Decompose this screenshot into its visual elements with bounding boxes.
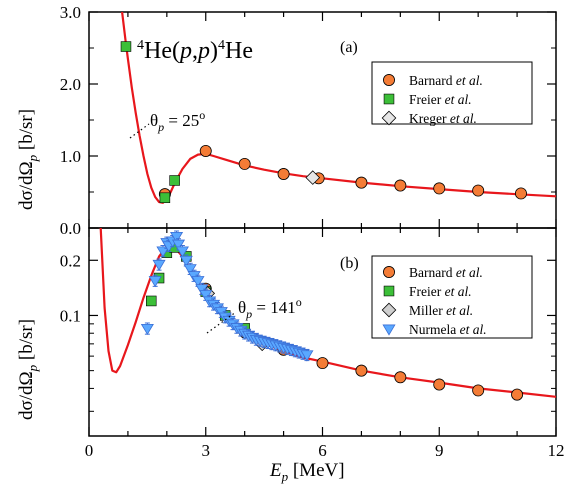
data-point <box>394 179 407 192</box>
legend-label: Nurmela et al. <box>409 322 487 337</box>
y-axis-title-b: dσ/dΩp [b/sr] <box>16 319 40 420</box>
data-point <box>159 192 171 204</box>
data-point <box>394 371 407 384</box>
panel-a-ticks: 0.0 1.0 2.0 3.0 <box>60 3 557 238</box>
panel-a-fit-curve <box>121 12 556 204</box>
x-tick-label: 3 <box>202 441 211 460</box>
data-point <box>472 184 485 197</box>
legend-marker <box>382 324 396 336</box>
panel-b-tag: (b) <box>340 255 359 272</box>
legend-label: Kreger et al. <box>409 111 477 126</box>
data-point <box>170 231 184 244</box>
data-point <box>152 259 166 271</box>
legend-label: Freier et al. <box>409 284 472 299</box>
legend-marker <box>383 93 395 105</box>
data-point <box>300 350 314 362</box>
fit-curve <box>121 12 556 204</box>
data-point <box>277 168 290 180</box>
data-point <box>146 295 157 307</box>
data-point <box>355 176 368 189</box>
y-tick-label: 0.0 <box>60 219 81 238</box>
panel-b-data-points <box>140 230 524 401</box>
x-tick-label: 12 <box>548 441 565 460</box>
data-point <box>199 144 212 157</box>
panel-b-legend-entries: Barnard et al. Freier et al. Miller et al.… <box>381 265 487 337</box>
y-tick-label: 0.2 <box>60 251 81 270</box>
panel-a-legend: Barnard et al. Freier et al. Kreger et al. <box>371 61 533 126</box>
panel-a-data-points <box>120 41 527 204</box>
y-axis-title-a: dσ/dΩp [b/sr] <box>16 109 40 210</box>
legend-label: Barnard et al. <box>409 265 483 280</box>
panel-b-angle-pointer <box>206 311 237 334</box>
data-point <box>175 246 189 258</box>
svg-text:dσ/dΩp [b/sr]: dσ/dΩp [b/sr] <box>16 319 40 420</box>
data-point <box>355 364 368 377</box>
legend-label: Barnard et al. <box>409 73 483 88</box>
x-tick-label: 6 <box>318 441 327 460</box>
legend-marker <box>383 74 395 86</box>
x-tick-label: 9 <box>435 441 444 460</box>
data-point <box>514 187 527 200</box>
x-axis-title: Ep [MeV] <box>269 460 345 484</box>
legend-marker <box>381 110 397 126</box>
x-tick-label: 0 <box>85 441 94 460</box>
panel-a-legend-entries: Barnard et al. Freier et al. Kreger et al. <box>381 73 483 126</box>
data-point <box>148 276 162 288</box>
panel-a-angle-label: θp = 25o <box>150 108 205 134</box>
legend-marker <box>383 266 395 278</box>
data-point <box>433 378 446 391</box>
data-point <box>140 323 154 336</box>
data-point <box>214 307 228 319</box>
data-point <box>183 264 197 276</box>
data-point <box>472 384 485 397</box>
reaction-label: 4He(p,p)4He <box>137 38 253 64</box>
legend-label: Freier et al. <box>409 92 472 107</box>
panel-b-legend: Barnard et al. Freier et al. Miller et al.… <box>371 255 533 339</box>
data-point <box>433 182 446 195</box>
legend-marker <box>383 285 395 297</box>
data-point <box>169 175 180 186</box>
data-point <box>511 388 524 401</box>
svg-text:dσ/dΩp [b/sr]: dσ/dΩp [b/sr] <box>16 109 40 210</box>
data-point <box>316 357 329 370</box>
panel-a: 0.0 1.0 2.0 3.0 4He(p,p)4He (a) θp = 25o Ba… <box>60 3 557 238</box>
panel-b-angle-label: θp = 141o <box>238 295 302 321</box>
data-point <box>156 246 170 258</box>
panel-b-ticks: 0.1 0.2 <box>60 228 557 436</box>
panel-b: 0.1 0.2 (b) θp = 141o Barnard et al. Freie… <box>60 227 557 437</box>
y-tick-label: 2.0 <box>60 75 81 94</box>
panel-a-legend-box <box>371 61 533 125</box>
panel-a-tag: (a) <box>340 39 358 56</box>
data-point <box>238 157 251 170</box>
data-point <box>191 276 205 288</box>
data-point <box>179 255 193 267</box>
data-point <box>120 41 132 52</box>
y-tick-label: 3.0 <box>60 3 81 22</box>
data-point <box>305 170 321 185</box>
y-tick-label: 0.1 <box>60 306 81 325</box>
panel-b-legend-box <box>371 255 533 339</box>
y-tick-label: 1.0 <box>60 147 81 166</box>
legend-label: Miller et al. <box>409 303 473 318</box>
legend-marker <box>381 302 397 318</box>
